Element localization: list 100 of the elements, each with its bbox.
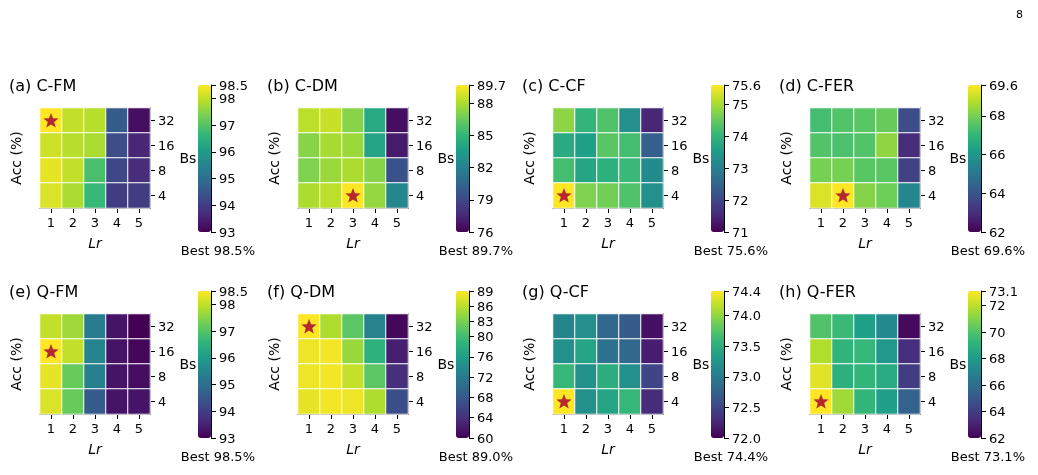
color-bar-title: Acc (%) bbox=[521, 131, 537, 185]
x-tick-label: 4 bbox=[112, 421, 122, 436]
color-bar-label: 86 bbox=[477, 298, 494, 314]
color-bar-label: 97 bbox=[219, 323, 236, 339]
y-tick-label: 4 bbox=[671, 188, 680, 203]
color-bar-label: 64 bbox=[477, 410, 494, 426]
text: Best 75.6% bbox=[693, 242, 768, 258]
x-tick-label: 5 bbox=[392, 215, 402, 230]
y-axis-title: Bs bbox=[692, 356, 710, 372]
color-bar-label: 94 bbox=[219, 197, 236, 213]
x-tick-label: 1 bbox=[559, 215, 569, 230]
x-tick-label: 2 bbox=[326, 215, 336, 230]
x-tick-label: 3 bbox=[348, 421, 358, 436]
x-tick-label: 1 bbox=[816, 215, 826, 230]
color-bar-label: 74.0 bbox=[732, 308, 761, 323]
color-bar-label: 68 bbox=[989, 351, 1006, 367]
color-bar-label: 72.0 bbox=[732, 430, 761, 446]
y-tick-label: 8 bbox=[158, 163, 167, 178]
color-bar-label: 68 bbox=[989, 108, 1006, 124]
color-bar-title: Acc (%) bbox=[266, 337, 282, 391]
text: Best 69.6% bbox=[950, 242, 1025, 258]
chart-title: (b) C-DM bbox=[267, 75, 338, 95]
color-bar-label: 70 bbox=[989, 324, 1006, 340]
color-bar-title: Acc (%) bbox=[521, 337, 537, 391]
x-axis-title: Lr bbox=[88, 441, 104, 457]
y-tick-label: 8 bbox=[416, 163, 425, 178]
y-tick-label: 16 bbox=[928, 138, 945, 153]
color-bar-label: 96 bbox=[219, 350, 236, 366]
color-bar-label: 66 bbox=[989, 147, 1006, 163]
color-bar-label: 89.7 bbox=[477, 77, 506, 93]
y-tick-label: 4 bbox=[671, 394, 680, 409]
y-tick-label: 32 bbox=[928, 319, 945, 334]
x-tick-label: 3 bbox=[860, 215, 870, 230]
y-tick-label: 32 bbox=[671, 319, 688, 334]
color-bar-label: 76 bbox=[477, 224, 494, 240]
x-axis-title: Lr bbox=[346, 235, 362, 251]
color-bar-label: 88 bbox=[477, 95, 494, 111]
color-bar-label: 98.5 bbox=[219, 77, 248, 93]
color-bar-label: 89 bbox=[477, 283, 494, 299]
y-tick-label: 32 bbox=[158, 319, 175, 334]
text: Best 73.1% bbox=[950, 448, 1025, 464]
x-tick-label: 2 bbox=[838, 421, 848, 436]
y-tick-label: 16 bbox=[416, 138, 433, 153]
x-tick-label: 5 bbox=[904, 421, 914, 436]
color-bar-label: 85 bbox=[477, 127, 494, 143]
x-tick-label: 5 bbox=[647, 421, 657, 436]
color-bar-label: 68 bbox=[477, 389, 494, 405]
color-bar-label: 80 bbox=[477, 329, 494, 345]
color-bar-label: 62 bbox=[989, 224, 1006, 240]
color-bar-label: 69.6 bbox=[989, 77, 1018, 93]
color-bar-label: 72 bbox=[989, 298, 1006, 314]
chart-title: (h) Q-FER bbox=[779, 281, 856, 301]
color-bar-label: 73 bbox=[732, 160, 749, 176]
x-tick-label: 1 bbox=[304, 421, 314, 436]
color-bar-label: 79 bbox=[477, 192, 494, 208]
x-tick-label: 3 bbox=[90, 421, 100, 436]
x-tick-label: 3 bbox=[90, 215, 100, 230]
x-tick-label: 3 bbox=[348, 215, 358, 230]
color-bar-label: 71 bbox=[732, 224, 749, 240]
color-bar-title: Acc (%) bbox=[778, 337, 794, 391]
y-tick-label: 16 bbox=[671, 138, 688, 153]
y-tick-label: 8 bbox=[671, 369, 680, 384]
chart-title: (c) C-CF bbox=[522, 75, 586, 95]
x-tick-label: 2 bbox=[838, 215, 848, 230]
color-bar-title: Acc (%) bbox=[8, 337, 24, 391]
y-tick-label: 32 bbox=[416, 319, 433, 334]
y-tick-label: 4 bbox=[158, 394, 167, 409]
text: Best 74.4% bbox=[693, 448, 768, 464]
x-tick-label: 4 bbox=[370, 215, 380, 230]
x-tick-label: 4 bbox=[625, 421, 635, 436]
y-axis-title: Bs bbox=[179, 150, 197, 166]
chart-title: (f) Q-DM bbox=[267, 281, 336, 301]
x-tick-label: 4 bbox=[112, 215, 122, 230]
y-axis-title: Bs bbox=[437, 150, 455, 166]
x-tick-label: 3 bbox=[860, 421, 870, 436]
x-tick-label: 4 bbox=[625, 215, 635, 230]
color-bar-label: 96 bbox=[219, 144, 236, 160]
y-tick-label: 8 bbox=[928, 163, 937, 178]
y-tick-label: 32 bbox=[671, 113, 688, 128]
x-tick-label: 3 bbox=[603, 215, 613, 230]
x-tick-label: 1 bbox=[46, 215, 56, 230]
x-tick-label: 1 bbox=[304, 215, 314, 230]
y-axis-title: Bs bbox=[949, 150, 967, 166]
y-tick-label: 16 bbox=[928, 344, 945, 359]
x-tick-label: 5 bbox=[647, 215, 657, 230]
x-tick-label: 4 bbox=[882, 421, 892, 436]
color-bar-label: 74.4 bbox=[732, 283, 761, 299]
color-bar-label: 95 bbox=[219, 377, 236, 393]
color-bar-label: 95 bbox=[219, 171, 236, 187]
y-tick-label: 16 bbox=[671, 344, 688, 359]
x-tick-label: 2 bbox=[326, 421, 336, 436]
y-tick-label: 32 bbox=[158, 113, 175, 128]
text: 8 bbox=[1016, 8, 1023, 21]
x-tick-label: 5 bbox=[904, 215, 914, 230]
x-tick-label: 1 bbox=[559, 421, 569, 436]
x-axis-title: Lr bbox=[858, 235, 874, 251]
color-bar-label: 83 bbox=[477, 313, 494, 329]
color-bar-label: 76 bbox=[477, 349, 494, 365]
y-tick-label: 8 bbox=[158, 369, 167, 384]
x-tick-label: 5 bbox=[134, 421, 144, 436]
